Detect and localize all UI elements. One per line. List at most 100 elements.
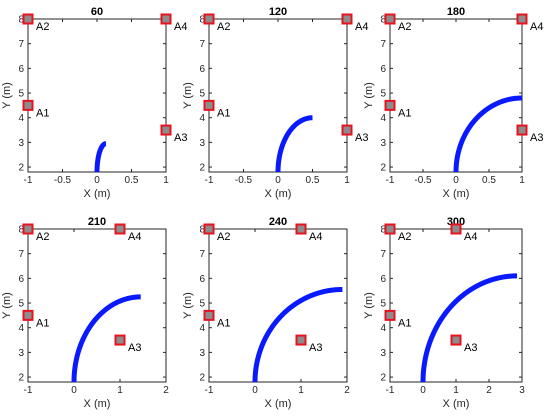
plot-area bbox=[389, 18, 523, 173]
x-tick-label: 0 bbox=[420, 385, 426, 396]
y-tick-label: 6 bbox=[199, 274, 205, 285]
x-axis-label: X (m) bbox=[265, 398, 292, 410]
y-tick-label: 5 bbox=[199, 299, 205, 310]
anchor-label-a3: A3 bbox=[174, 132, 187, 144]
panel-2: 120 -1 -0.5 0 0.5 1 2 3 4 5 6 7 8 X (m) Y (m) A1 A2 A3 A4 bbox=[182, 6, 368, 200]
anchor-label-a3: A3 bbox=[355, 132, 368, 144]
anchor-marker-a3 bbox=[341, 124, 353, 136]
panel-title: 180 bbox=[447, 6, 465, 18]
panel-title: 120 bbox=[269, 6, 287, 18]
y-tick-label: 2 bbox=[18, 373, 24, 384]
anchor-label-a3: A3 bbox=[464, 342, 477, 354]
x-tick-label: -1 bbox=[386, 175, 395, 186]
y-tick-label: 3 bbox=[18, 138, 24, 149]
x-tick-label: -0.5 bbox=[414, 175, 432, 186]
anchor-marker-a1 bbox=[384, 309, 396, 321]
anchor-label-a2: A2 bbox=[398, 231, 411, 243]
anchor-marker-a4 bbox=[516, 13, 528, 25]
y-tick-label: 4 bbox=[199, 323, 205, 334]
anchor-label-a4: A4 bbox=[355, 21, 368, 33]
anchor-marker-a4 bbox=[160, 13, 172, 25]
x-tick-label: -1 bbox=[205, 385, 214, 396]
x-tick-label: 2 bbox=[344, 385, 350, 396]
anchor-marker-a4 bbox=[114, 223, 126, 235]
y-tick-label: 5 bbox=[18, 89, 24, 100]
y-axis-label: Y (m) bbox=[363, 82, 375, 109]
anchor-marker-a3 bbox=[295, 334, 307, 346]
anchor-label-a2: A2 bbox=[217, 231, 230, 243]
y-tick-label: 4 bbox=[18, 113, 24, 124]
y-tick-label: 8 bbox=[380, 225, 386, 236]
y-tick-label: 5 bbox=[199, 89, 205, 100]
panel-title: 210 bbox=[88, 216, 106, 228]
y-tick-label: 2 bbox=[199, 373, 205, 384]
trajectory-line bbox=[252, 286, 343, 383]
anchor-marker-a1 bbox=[203, 309, 215, 321]
x-tick-label: -1 bbox=[24, 385, 33, 396]
x-axis-label: X (m) bbox=[443, 188, 470, 200]
x-tick-label: 2 bbox=[486, 385, 492, 396]
anchor-label-a4: A4 bbox=[309, 231, 322, 243]
x-tick-label: 0.5 bbox=[306, 175, 320, 186]
trajectory-line bbox=[420, 273, 518, 383]
y-tick-label: 7 bbox=[199, 39, 205, 50]
y-tick-label: 6 bbox=[380, 64, 386, 75]
anchor-marker-a1 bbox=[384, 99, 396, 111]
x-tick-label: -1 bbox=[386, 385, 395, 396]
anchor-label-a1: A1 bbox=[398, 107, 411, 119]
x-tick-label: 1 bbox=[453, 385, 459, 396]
anchor-label-a4: A4 bbox=[174, 21, 187, 33]
anchor-label-a1: A1 bbox=[36, 317, 49, 329]
anchor-label-a2: A2 bbox=[36, 21, 49, 33]
anchor-label-a3: A3 bbox=[530, 132, 543, 144]
anchor-label-a4: A4 bbox=[530, 21, 543, 33]
anchor-marker-a2 bbox=[203, 223, 215, 235]
panel-title: 60 bbox=[91, 6, 103, 18]
plot-area bbox=[27, 228, 167, 383]
y-tick-label: 2 bbox=[380, 163, 386, 174]
panel-title: 240 bbox=[269, 216, 287, 228]
y-tick-label: 3 bbox=[380, 138, 386, 149]
anchor-label-a1: A1 bbox=[36, 107, 49, 119]
anchor-marker-a2 bbox=[22, 223, 34, 235]
anchor-marker-a2 bbox=[384, 223, 396, 235]
anchor-marker-a2 bbox=[22, 13, 34, 25]
y-axis-label: Y (m) bbox=[363, 292, 375, 319]
x-tick-label: -1 bbox=[205, 175, 214, 186]
x-axis-label: X (m) bbox=[84, 398, 111, 410]
y-tick-label: 5 bbox=[380, 89, 386, 100]
anchor-label-a3: A3 bbox=[128, 342, 141, 354]
y-tick-label: 4 bbox=[18, 323, 24, 334]
panel-3: 180 -1 -0.5 0 0.5 1 2 3 4 5 6 7 8 X (m) Y (m) A1 A2 A3 A4 bbox=[363, 6, 543, 200]
y-tick-label: 2 bbox=[199, 163, 205, 174]
y-tick-label: 2 bbox=[380, 373, 386, 384]
anchor-marker-a1 bbox=[22, 309, 34, 321]
trajectory-line bbox=[275, 115, 315, 174]
y-tick-label: 4 bbox=[380, 323, 386, 334]
y-tick-label: 6 bbox=[18, 274, 24, 285]
y-tick-label: 3 bbox=[199, 138, 205, 149]
y-tick-label: 5 bbox=[18, 299, 24, 310]
y-axis-label: Y (m) bbox=[1, 292, 13, 319]
plot-area bbox=[208, 18, 348, 173]
anchor-marker-a3 bbox=[516, 124, 528, 136]
x-tick-label: 1 bbox=[163, 175, 169, 186]
plot-area bbox=[208, 228, 348, 383]
anchor-label-a1: A1 bbox=[217, 107, 230, 119]
x-tick-label: 0 bbox=[252, 385, 258, 396]
x-axis-label: X (m) bbox=[265, 188, 292, 200]
y-tick-label: 3 bbox=[18, 348, 24, 359]
x-tick-label: -0.5 bbox=[235, 175, 253, 186]
x-tick-label: 0.5 bbox=[125, 175, 139, 186]
y-tick-label: 6 bbox=[380, 274, 386, 285]
anchor-label-a2: A2 bbox=[398, 21, 411, 33]
trajectory-line bbox=[453, 95, 523, 173]
y-tick-label: 7 bbox=[199, 249, 205, 260]
y-tick-label: 6 bbox=[18, 64, 24, 75]
anchor-marker-a3 bbox=[114, 334, 126, 346]
anchor-label-a1: A1 bbox=[217, 317, 230, 329]
y-tick-label: 8 bbox=[18, 15, 24, 26]
anchor-label-a2: A2 bbox=[217, 21, 230, 33]
